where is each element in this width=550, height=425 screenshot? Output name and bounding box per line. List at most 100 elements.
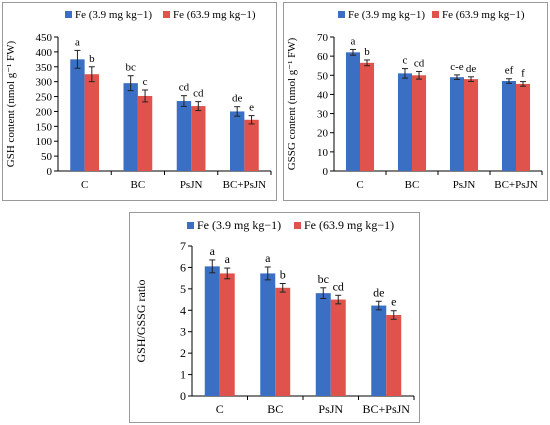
legend-label-0: Fe (3.9 mg kg−1) bbox=[75, 9, 152, 21]
y-tick-label: 250 bbox=[36, 92, 53, 104]
x-tick-label: C bbox=[216, 402, 224, 416]
significance-letter: cd bbox=[414, 57, 425, 69]
significance-letter: f bbox=[521, 68, 525, 80]
bar bbox=[244, 119, 259, 171]
legend-label-1: Fe (63.9 mg kg−1) bbox=[173, 9, 256, 21]
legend-swatch-1 bbox=[432, 11, 439, 18]
significance-letter: a bbox=[225, 252, 231, 266]
legend-swatch-1 bbox=[163, 11, 170, 18]
y-tick-label: 0 bbox=[180, 389, 186, 403]
significance-letter: a bbox=[351, 35, 356, 47]
bar bbox=[191, 106, 206, 171]
bar bbox=[219, 273, 235, 396]
y-tick-label: 350 bbox=[36, 62, 53, 74]
bar bbox=[123, 83, 138, 171]
legend-label-0: Fe (3.9 mg kg−1) bbox=[197, 218, 281, 232]
y-tick-label: 30 bbox=[317, 109, 329, 121]
y-tick-label: 100 bbox=[36, 136, 53, 148]
y-tick-label: 4 bbox=[180, 303, 186, 317]
significance-letter: e bbox=[249, 102, 254, 114]
significance-letter: b bbox=[89, 53, 95, 65]
significance-letter: c bbox=[143, 76, 148, 88]
ratio-chart-svg: Fe (3.9 mg kg−1) Fe (63.9 mg kg−1) GSH/GSS… bbox=[134, 218, 415, 416]
bar bbox=[386, 315, 402, 396]
gsh-chart-svg: Fe (3.9 mg kg−1) Fe (63.9 mg kg−1) GSH con… bbox=[5, 9, 272, 191]
significance-letter: b bbox=[364, 46, 370, 58]
y-tick-label: 1 bbox=[180, 368, 186, 382]
significance-letter: bc bbox=[318, 272, 329, 286]
gssg-chart-svg: Fe (3.9 mg kg−1) Fe (63.9 mg kg−1) GSSG co… bbox=[286, 9, 543, 191]
significance-letter: bc bbox=[125, 62, 136, 74]
x-tick-label: PsJN bbox=[318, 402, 343, 416]
bar bbox=[84, 74, 100, 171]
bar bbox=[449, 77, 464, 171]
y-tick-label: 150 bbox=[36, 121, 53, 133]
bar bbox=[70, 59, 85, 172]
bar bbox=[371, 305, 387, 396]
bar bbox=[345, 52, 360, 171]
bar bbox=[360, 62, 375, 171]
y-tick-label: 10 bbox=[317, 147, 329, 159]
y-tick-label: 50 bbox=[41, 151, 53, 163]
bar bbox=[275, 287, 291, 396]
bar bbox=[412, 75, 427, 171]
gssg-content-chart: Fe (3.9 mg kg−1) Fe (63.9 mg kg−1) GSSG co… bbox=[283, 2, 548, 201]
bar bbox=[315, 293, 331, 396]
y-axis-label: GSH/GSSG ratio bbox=[134, 279, 148, 362]
y-tick-label: 300 bbox=[36, 77, 53, 89]
significance-letter: a bbox=[265, 251, 271, 265]
x-tick-label: BC bbox=[131, 179, 146, 191]
y-tick-label: 0 bbox=[47, 166, 53, 178]
legend-label-1: Fe (63.9 mg kg−1) bbox=[442, 9, 525, 21]
y-tick-label: 2 bbox=[180, 346, 186, 360]
y-tick-label: 200 bbox=[36, 106, 53, 118]
legend-swatch-0 bbox=[187, 222, 194, 229]
y-tick-label: 6 bbox=[180, 260, 186, 274]
significance-letter: cd bbox=[193, 88, 204, 100]
bar bbox=[137, 95, 153, 171]
bar bbox=[516, 83, 531, 171]
significance-letter: ef bbox=[505, 65, 514, 77]
y-tick-label: 7 bbox=[180, 239, 186, 253]
y-tick-label: 3 bbox=[180, 325, 186, 339]
x-tick-label: BC bbox=[267, 402, 283, 416]
y-tick-label: 50 bbox=[317, 70, 329, 82]
legend-swatch-1 bbox=[294, 222, 301, 229]
x-tick-label: BC+PsJN bbox=[494, 179, 538, 191]
y-tick-label: 40 bbox=[317, 89, 329, 101]
significance-letter: cd bbox=[333, 279, 344, 293]
legend-swatch-0 bbox=[338, 11, 345, 18]
y-tick-label: 20 bbox=[317, 128, 329, 140]
significance-letter: a bbox=[210, 244, 216, 258]
significance-letter: c-e bbox=[450, 61, 464, 73]
bar bbox=[204, 266, 220, 396]
x-tick-label: BC+PsJN bbox=[223, 179, 267, 191]
significance-letter: de bbox=[373, 285, 384, 299]
x-tick-label: BC bbox=[405, 179, 420, 191]
significance-letter: b bbox=[280, 268, 286, 282]
significance-letter: de bbox=[466, 63, 477, 75]
bar bbox=[501, 81, 516, 171]
x-tick-label: C bbox=[81, 179, 88, 191]
legend-swatch-0 bbox=[65, 11, 72, 18]
bar bbox=[176, 101, 192, 171]
bar bbox=[397, 73, 412, 171]
legend-label-0: Fe (3.9 mg kg−1) bbox=[348, 9, 425, 21]
y-tick-label: 70 bbox=[317, 32, 329, 44]
y-tick-label: 450 bbox=[36, 32, 53, 44]
significance-letter: e bbox=[391, 295, 396, 309]
significance-letter: c bbox=[403, 55, 408, 67]
bar bbox=[229, 111, 245, 171]
legend-label-1: Fe (63.9 mg kg−1) bbox=[304, 218, 394, 232]
significance-letter: cd bbox=[179, 82, 190, 94]
y-axis-label: GSH content (nmol g⁻¹ FW) bbox=[5, 40, 17, 167]
bar bbox=[260, 273, 276, 396]
significance-letter: a bbox=[75, 36, 80, 48]
y-tick-label: 0 bbox=[323, 166, 329, 178]
bar bbox=[330, 299, 346, 396]
x-tick-label: PsJN bbox=[180, 179, 203, 191]
y-axis-label: GSSG content (nmol g⁻¹ FW) bbox=[286, 37, 298, 170]
x-tick-label: PsJN bbox=[453, 179, 476, 191]
y-tick-label: 5 bbox=[180, 282, 186, 296]
y-tick-label: 60 bbox=[317, 51, 329, 63]
